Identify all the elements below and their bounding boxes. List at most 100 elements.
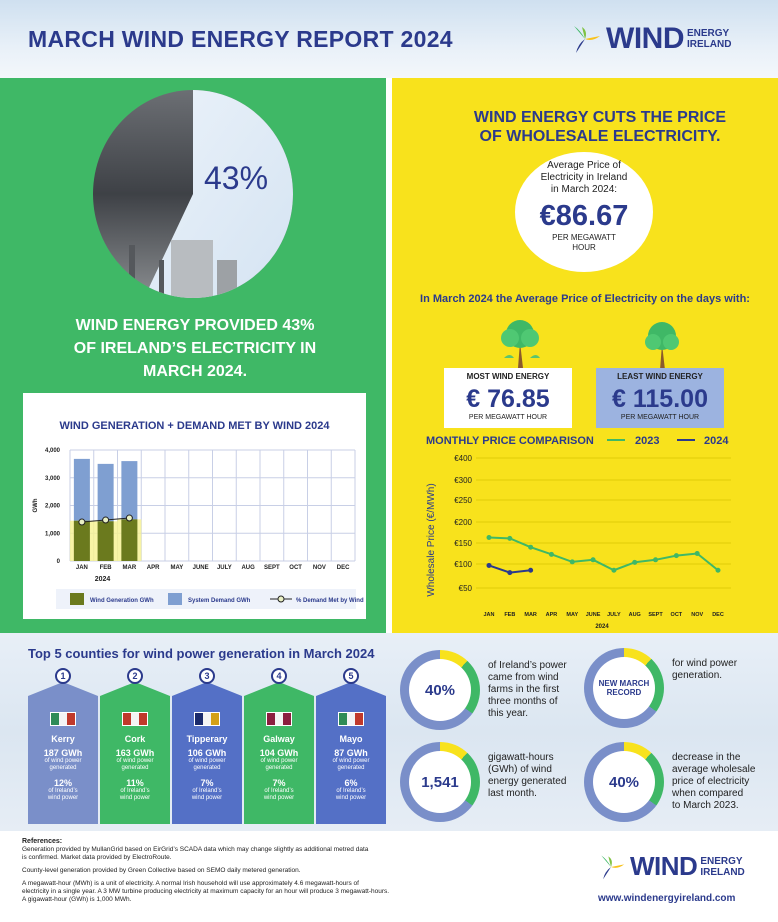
x-axis-label: 2024 (95, 576, 111, 583)
series-point-2023 (548, 551, 554, 557)
county-name: Kerry (51, 734, 75, 744)
most-wind-unit: PER MEGAWATT HOUR (468, 414, 548, 421)
county-share-caption-line1: of Ireland’s (192, 788, 222, 794)
county-share: 7% (200, 778, 214, 788)
legend-swatch-demand (168, 593, 182, 605)
stat-description-line: came from wind (488, 672, 559, 683)
stat-description-line: generation. (672, 670, 723, 681)
stat-description-line: last month. (488, 788, 537, 799)
x-tick-label: FEB (100, 565, 113, 571)
county-name: Cork (124, 734, 146, 744)
average-price-unit-line2: HOUR (572, 243, 596, 252)
x-tick-label: MAY (170, 565, 183, 571)
y-tick-label: €200 (454, 518, 472, 527)
stat-description-line: to March 2023. (672, 800, 739, 811)
county-share: 11% (126, 778, 144, 788)
stat-description-line: average wholesale (672, 764, 756, 775)
county-share-caption-line2: wind power (191, 795, 223, 801)
x-tick-label: DEC (337, 565, 350, 571)
x-tick-label: NOV (313, 565, 326, 571)
county-gwh: 104 GWh (259, 748, 299, 758)
most-wind-box: MOST WIND ENERGY € 76.85 PER MEGAWATT HO… (444, 368, 572, 428)
y-tick-label: €50 (459, 584, 473, 593)
y-tick-label: €400 (454, 454, 472, 463)
county-flag (50, 712, 76, 726)
county-share-caption-line1: of Ireland’s (120, 788, 150, 794)
stat-description: for wind power generation. (672, 658, 737, 682)
generation-chart-card: WIND GENERATION + DEMAND MET BY WIND 202… (23, 393, 366, 619)
county-name: Galway (263, 734, 295, 744)
stat-description-line: this year. (488, 708, 529, 719)
stat-ring: 40% (584, 742, 664, 822)
most-wind-value: € 76.85 (466, 385, 550, 413)
stat-description: gigawatt-hours (GWh) of wind energy genera… (488, 752, 566, 800)
turbine-logo-icon (574, 26, 600, 53)
reference-line: A gigawatt-hour (GWh) is 1,000 MWh. (22, 896, 132, 903)
series-point-2023 (653, 557, 659, 563)
series-point-2023 (611, 567, 617, 573)
legend-label-2023: 2023 (635, 435, 659, 447)
series-line-2023 (488, 536, 719, 572)
wind-generation-bar (97, 521, 114, 561)
stat-value: NEW MARCH RECORD (593, 657, 655, 719)
wind-provided-title-line1: WIND ENERGY PROVIDED 43% (75, 317, 315, 334)
county-card: Mayo 87 GWh of wind power generated 6% o… (316, 682, 386, 824)
county-gen-caption-line2: generated (337, 765, 365, 771)
county-gwh: 106 GWh (187, 748, 227, 758)
percent-demand-point (102, 516, 110, 524)
county-share-caption-line2: wind power (335, 795, 367, 801)
average-price-caption-line3: in March 2024: (550, 184, 618, 195)
stat-description-line: energy generated (488, 776, 567, 787)
y-tick-label: 4,000 (45, 448, 61, 454)
pie-svg (93, 90, 293, 298)
stat-value: 40% (593, 751, 655, 813)
x-tick-label: DEC (712, 612, 724, 618)
stat-description-line: when compared (672, 788, 744, 799)
county-flag (194, 712, 220, 726)
wind-energy-ireland-logo: WIND ENERGY IRELAND (568, 22, 731, 56)
x-tick-label: SEPT (264, 565, 280, 571)
wind-generation-bar (73, 520, 90, 561)
logo-word: WIND (606, 22, 684, 55)
reference-line: Generation provided by MullanGrid based … (22, 846, 369, 853)
footer-logo-sub: ENERGY IRELAND (697, 856, 744, 878)
series-point-2024 (507, 570, 513, 576)
footer-logo-sub-ireland: IRELAND (700, 866, 745, 878)
footer-logo-word: WIND (630, 851, 698, 881)
county-share: 6% (344, 778, 358, 788)
county-card: Galway 104 GWh of wind power generated 7… (244, 682, 314, 824)
days-price-title: In March 2024 the Average Price of Elect… (420, 293, 750, 305)
footer-logo: WIND ENERGY IRELAND (596, 851, 745, 882)
x-tick-label: NOV (691, 612, 703, 618)
series-point-2023 (694, 551, 700, 556)
website-link[interactable]: www.windenergyireland.com (598, 893, 736, 904)
x-tick-label: JUNE (586, 612, 601, 618)
wind-provided-title-line3: MARCH 2024. (142, 363, 248, 380)
county-gen-caption-line2: generated (265, 765, 293, 771)
legend-point-percent (277, 595, 285, 603)
x-tick-label: SEPT (648, 612, 663, 618)
y-axis-label: GWh (33, 498, 39, 512)
county-share: 7% (272, 778, 286, 788)
wind-provided-title: WIND ENERGY PROVIDED 43% OF IRELAND’S EL… (40, 314, 350, 383)
logo-sub-energy: ENERGY (686, 28, 730, 39)
series-point-2023 (528, 544, 534, 550)
logo-sub-ireland: IRELAND (686, 39, 732, 50)
logo-sub: ENERGY IRELAND (684, 28, 731, 50)
series-point-2023 (632, 559, 638, 565)
tree-icon (501, 320, 540, 368)
county-gwh: 187 GWh (43, 748, 83, 758)
county-gen-caption-line1: of wind power (44, 758, 82, 764)
series-point-2023 (486, 535, 492, 541)
percent-demand-point (78, 518, 86, 526)
county-gen-caption-line2: generated (193, 765, 221, 771)
y-tick-label: 2,000 (45, 504, 61, 510)
price-chart-title: MONTHLY PRICE COMPARISON (426, 435, 594, 447)
stat-description: decrease in the average wholesale price of… (672, 752, 755, 812)
series-point-2024 (486, 562, 492, 568)
wind-share-pie (93, 90, 293, 298)
legend-label-percent: % Demand Met by Wind (296, 598, 364, 604)
references-heading: References: (22, 838, 63, 845)
county-share-caption-line1: of Ireland’s (48, 788, 78, 794)
y-axis-label: Wholesale Price (€/MWh) (426, 483, 437, 596)
